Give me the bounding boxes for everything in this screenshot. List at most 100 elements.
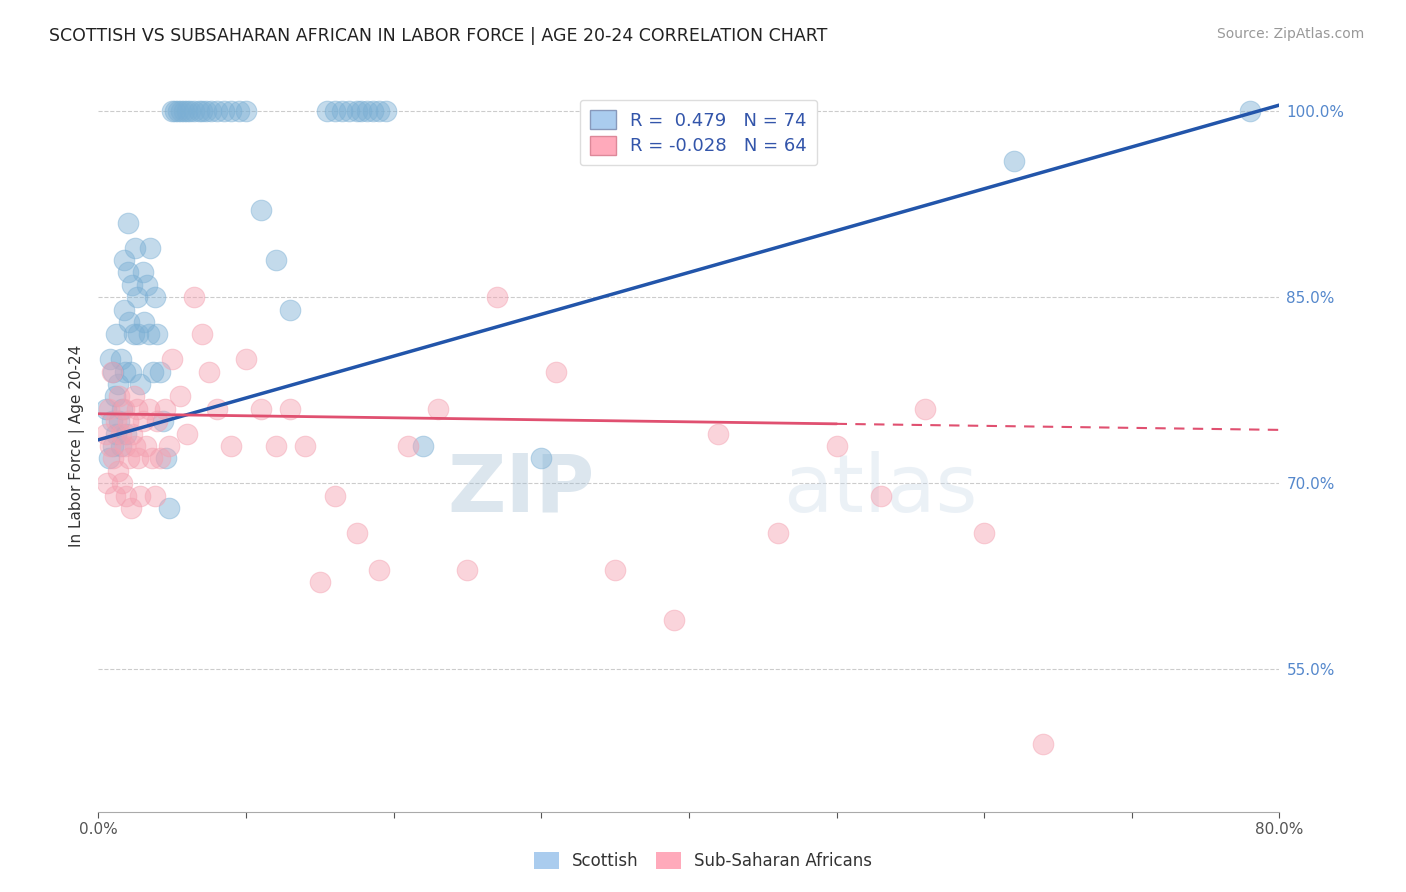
Point: [368, 563, 391, 577]
Point: [486, 290, 509, 304]
Point: [605, 563, 627, 577]
Point: [117, 216, 139, 230]
Point: [112, 253, 135, 268]
Point: [110, 426, 132, 441]
Text: SCOTTISH VS SUBSAHARAN AFRICAN IN LABOR FORCE | AGE 20-24 CORRELATION CHART: SCOTTISH VS SUBSAHARAN AFRICAN IN LABOR …: [49, 27, 828, 45]
Point: [122, 389, 145, 403]
Point: [187, 104, 209, 119]
Point: [103, 439, 125, 453]
Point: [176, 104, 198, 119]
Point: [146, 414, 169, 428]
Point: [96, 476, 118, 491]
Point: [117, 414, 139, 428]
Point: [152, 414, 174, 428]
Point: [205, 104, 228, 119]
Point: [121, 426, 143, 441]
Point: [294, 439, 316, 453]
Point: [118, 451, 141, 466]
Text: Source: ZipAtlas.com: Source: ZipAtlas.com: [1216, 27, 1364, 41]
Point: [162, 352, 183, 367]
Point: [108, 389, 131, 403]
Point: [134, 315, 156, 329]
Point: [228, 104, 250, 119]
Point: [128, 489, 150, 503]
Point: [132, 414, 155, 428]
Point: [167, 104, 190, 119]
Point: [125, 401, 148, 416]
Point: [120, 365, 142, 379]
Point: [973, 525, 995, 540]
Point: [707, 426, 730, 441]
Point: [412, 439, 434, 453]
Point: [170, 104, 193, 119]
Point: [132, 265, 155, 279]
Legend: R =  0.479   N = 74, R = -0.028   N = 64: R = 0.479 N = 74, R = -0.028 N = 64: [579, 100, 817, 165]
Point: [173, 104, 195, 119]
Point: [427, 401, 450, 416]
Point: [117, 265, 139, 279]
Point: [183, 104, 205, 119]
Point: [870, 489, 893, 503]
Point: [142, 365, 165, 379]
Point: [136, 277, 159, 292]
Point: [103, 451, 125, 466]
Point: [546, 365, 568, 379]
Point: [155, 451, 177, 466]
Point: [105, 414, 128, 428]
Point: [1002, 153, 1025, 168]
Point: [457, 563, 479, 577]
Point: [212, 104, 235, 119]
Point: [195, 104, 218, 119]
Point: [165, 104, 187, 119]
Point: [139, 241, 162, 255]
Point: [112, 302, 135, 317]
Point: [361, 104, 384, 119]
Point: [398, 439, 420, 453]
Point: [112, 401, 135, 416]
Point: [176, 426, 198, 441]
Point: [127, 327, 149, 342]
Point: [110, 352, 132, 367]
Y-axis label: In Labor Force | Age 20-24: In Labor Force | Age 20-24: [69, 345, 84, 547]
Point: [330, 104, 353, 119]
Point: [350, 104, 373, 119]
Point: [108, 414, 131, 428]
Point: [530, 451, 553, 466]
Point: [766, 525, 789, 540]
Point: [143, 290, 166, 304]
Point: [157, 439, 180, 453]
Point: [127, 451, 149, 466]
Point: [149, 365, 172, 379]
Point: [124, 241, 146, 255]
Point: [128, 377, 150, 392]
Point: [105, 426, 128, 441]
Point: [104, 389, 127, 403]
Point: [114, 439, 136, 453]
Point: [179, 104, 201, 119]
Point: [138, 327, 160, 342]
Point: [191, 104, 214, 119]
Point: [825, 439, 848, 453]
Point: [104, 489, 127, 503]
Point: [323, 104, 346, 119]
Point: [115, 489, 138, 503]
Text: atlas: atlas: [783, 450, 977, 529]
Point: [105, 327, 128, 342]
Point: [914, 401, 936, 416]
Point: [309, 575, 332, 590]
Point: [1239, 104, 1261, 119]
Point: [107, 464, 129, 478]
Point: [250, 203, 273, 218]
Point: [110, 439, 132, 453]
Point: [162, 104, 183, 119]
Point: [183, 290, 205, 304]
Point: [138, 401, 160, 416]
Point: [356, 104, 378, 119]
Point: [141, 451, 163, 466]
Point: [375, 104, 398, 119]
Point: [323, 489, 346, 503]
Point: [200, 104, 222, 119]
Point: [97, 451, 120, 466]
Point: [221, 104, 243, 119]
Point: [664, 613, 686, 627]
